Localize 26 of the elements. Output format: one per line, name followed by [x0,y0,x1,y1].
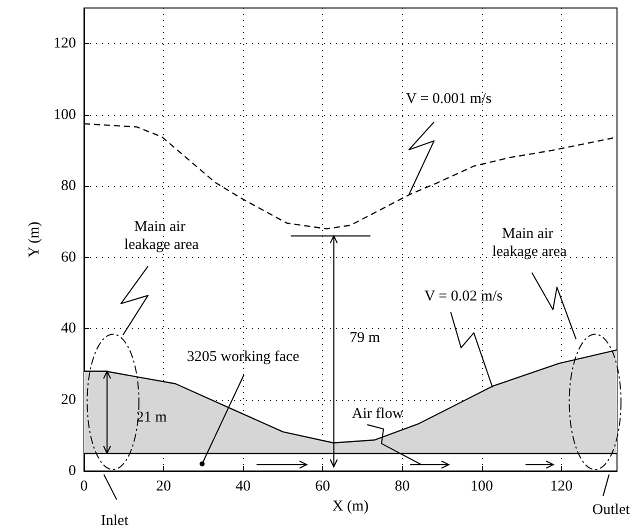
annotation: Main air leakage area [492,226,568,260]
y-axis-title: Y (m) [26,222,42,258]
x-tick-label: 120 [550,478,573,494]
annotation: V = 0.001 m/s [406,90,492,107]
x-tick-label: 0 [80,478,88,494]
x-tick-label: 20 [156,478,172,494]
x-tick-label: 100 [470,478,494,494]
annotation: 3205 working face [186,349,300,366]
x-tick-label: 40 [236,478,251,494]
y-tick-label: 0 [68,463,76,479]
text: Outlet [592,502,631,518]
x-tick-label: 80 [394,478,410,494]
y-tick-label: 20 [61,392,76,408]
annotation: V = 0.02 m/s [424,288,503,304]
annotation: 79 m [350,330,380,346]
x-tick-label: 60 [315,478,330,494]
text: Inlet [100,512,130,529]
x-axis-title: X (m) [332,498,369,514]
y-tick-label: 100 [54,106,76,123]
y-tick-label: 120 [54,36,76,52]
y-tick-label: 60 [61,249,76,266]
annotation: Air flow [352,406,404,422]
annotation: Main air leakage area [124,218,200,253]
y-tick-label: 40 [61,320,76,337]
annotation: 21 m [136,410,168,426]
y-tick-label: 80 [61,178,76,194]
